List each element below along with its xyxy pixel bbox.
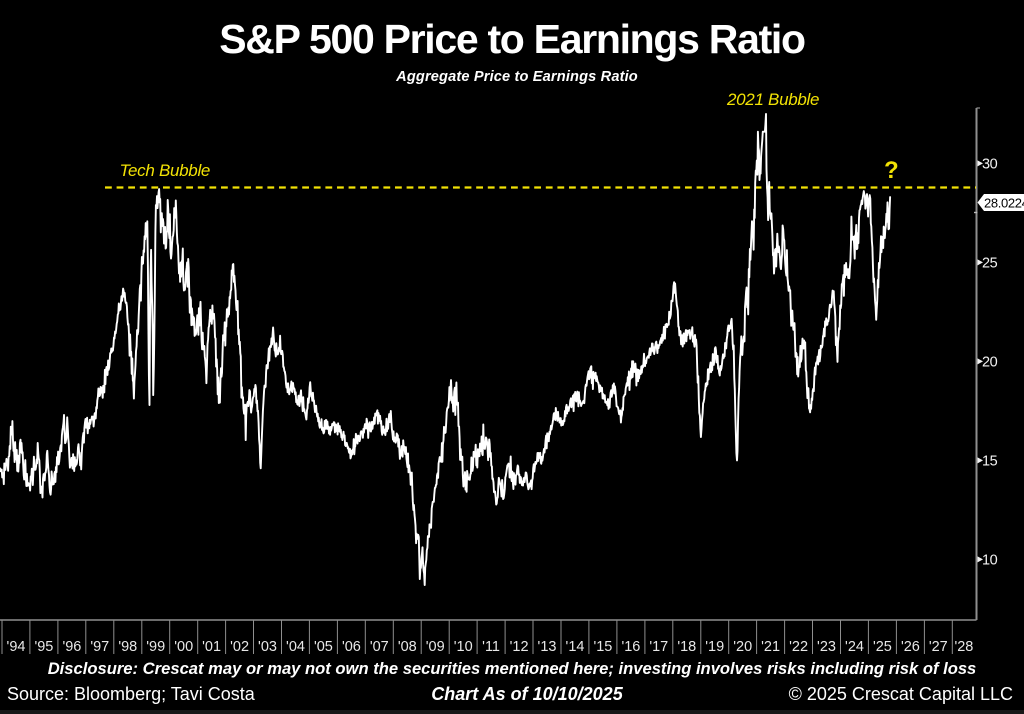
svg-text:28.0224: 28.0224 bbox=[984, 195, 1024, 210]
svg-text:'28: '28 bbox=[954, 639, 973, 655]
svg-text:'08: '08 bbox=[398, 639, 417, 655]
svg-text:10: 10 bbox=[982, 552, 998, 568]
svg-text:'22: '22 bbox=[789, 639, 808, 655]
svg-text:'27: '27 bbox=[929, 639, 948, 655]
svg-text:'15: '15 bbox=[593, 639, 612, 655]
svg-text:15: 15 bbox=[982, 453, 998, 469]
svg-text:'07: '07 bbox=[370, 639, 389, 655]
svg-text:'04: '04 bbox=[286, 639, 305, 655]
svg-text:'24: '24 bbox=[845, 639, 864, 655]
svg-text:'94: '94 bbox=[7, 639, 26, 655]
svg-text:'25: '25 bbox=[873, 639, 892, 655]
svg-text:'06: '06 bbox=[342, 639, 361, 655]
svg-text:'02: '02 bbox=[230, 639, 249, 655]
svg-text:'01: '01 bbox=[202, 639, 221, 655]
svg-text:Tech Bubble: Tech Bubble bbox=[120, 161, 211, 180]
svg-text:'26: '26 bbox=[901, 639, 920, 655]
svg-text:'97: '97 bbox=[90, 639, 109, 655]
svg-text:'14: '14 bbox=[566, 639, 585, 655]
svg-text:?: ? bbox=[884, 157, 899, 184]
svg-text:'99: '99 bbox=[146, 639, 165, 655]
svg-text:'98: '98 bbox=[118, 639, 137, 655]
svg-text:'19: '19 bbox=[705, 639, 724, 655]
svg-text:'23: '23 bbox=[817, 639, 836, 655]
svg-text:'96: '96 bbox=[62, 639, 81, 655]
svg-text:2021 Bubble: 2021 Bubble bbox=[726, 90, 819, 109]
svg-text:'18: '18 bbox=[677, 639, 696, 655]
svg-text:'10: '10 bbox=[454, 639, 473, 655]
svg-text:20: 20 bbox=[982, 354, 998, 370]
svg-text:30: 30 bbox=[982, 156, 998, 172]
svg-text:'11: '11 bbox=[482, 639, 500, 655]
svg-text:'13: '13 bbox=[538, 639, 557, 655]
svg-text:'12: '12 bbox=[510, 639, 529, 655]
svg-text:'95: '95 bbox=[34, 639, 53, 655]
svg-text:'05: '05 bbox=[314, 639, 333, 655]
svg-text:'09: '09 bbox=[426, 639, 445, 655]
svg-text:25: 25 bbox=[982, 255, 998, 271]
svg-text:'03: '03 bbox=[258, 639, 277, 655]
svg-text:'00: '00 bbox=[174, 639, 193, 655]
svg-text:'17: '17 bbox=[649, 639, 668, 655]
svg-text:'16: '16 bbox=[621, 639, 640, 655]
svg-text:'20: '20 bbox=[733, 639, 752, 655]
svg-text:'21: '21 bbox=[761, 639, 780, 655]
